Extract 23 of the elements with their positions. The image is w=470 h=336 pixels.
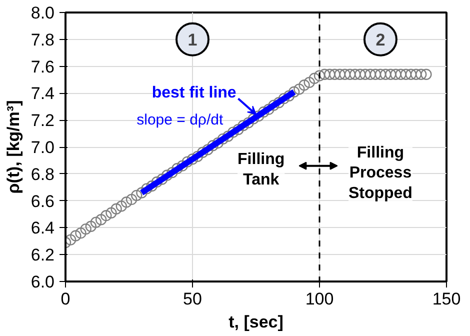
y-tick-label: 6.0 [30, 272, 55, 292]
x-tick-label: 150 [432, 290, 461, 308]
annotation: 2 [376, 30, 386, 50]
y-tick-label: 7.0 [30, 138, 55, 157]
y-tick-label: 6.8 [30, 164, 55, 184]
annotation: 1 [188, 30, 198, 50]
y-tick-label: 7.6 [30, 57, 55, 76]
x-axis-title: t, [sec] [228, 312, 284, 332]
y-tick-label: 6.2 [30, 246, 55, 265]
y-tick-label: 6.4 [30, 218, 55, 238]
y-tick-label: 7.2 [30, 111, 55, 130]
x-tick-label: 50 [183, 290, 202, 308]
y-tick-label: 7.4 [30, 84, 55, 104]
series-label: best fit line [152, 84, 236, 102]
y-tick-label: 7.8 [30, 30, 55, 50]
annotation: Filling Process Stopped [348, 144, 412, 202]
y-axis-title: ρ(t), [kg/m³] [4, 100, 23, 194]
annotation: slope = dρ/dt [136, 112, 224, 129]
y-tick-label: 6.6 [30, 192, 55, 211]
x-tick-label: 0 [60, 290, 70, 308]
x-tick-label: 100 [305, 290, 334, 308]
y-tick-label: 8.0 [30, 4, 55, 22]
annotation: Filling Tank [238, 151, 285, 188]
